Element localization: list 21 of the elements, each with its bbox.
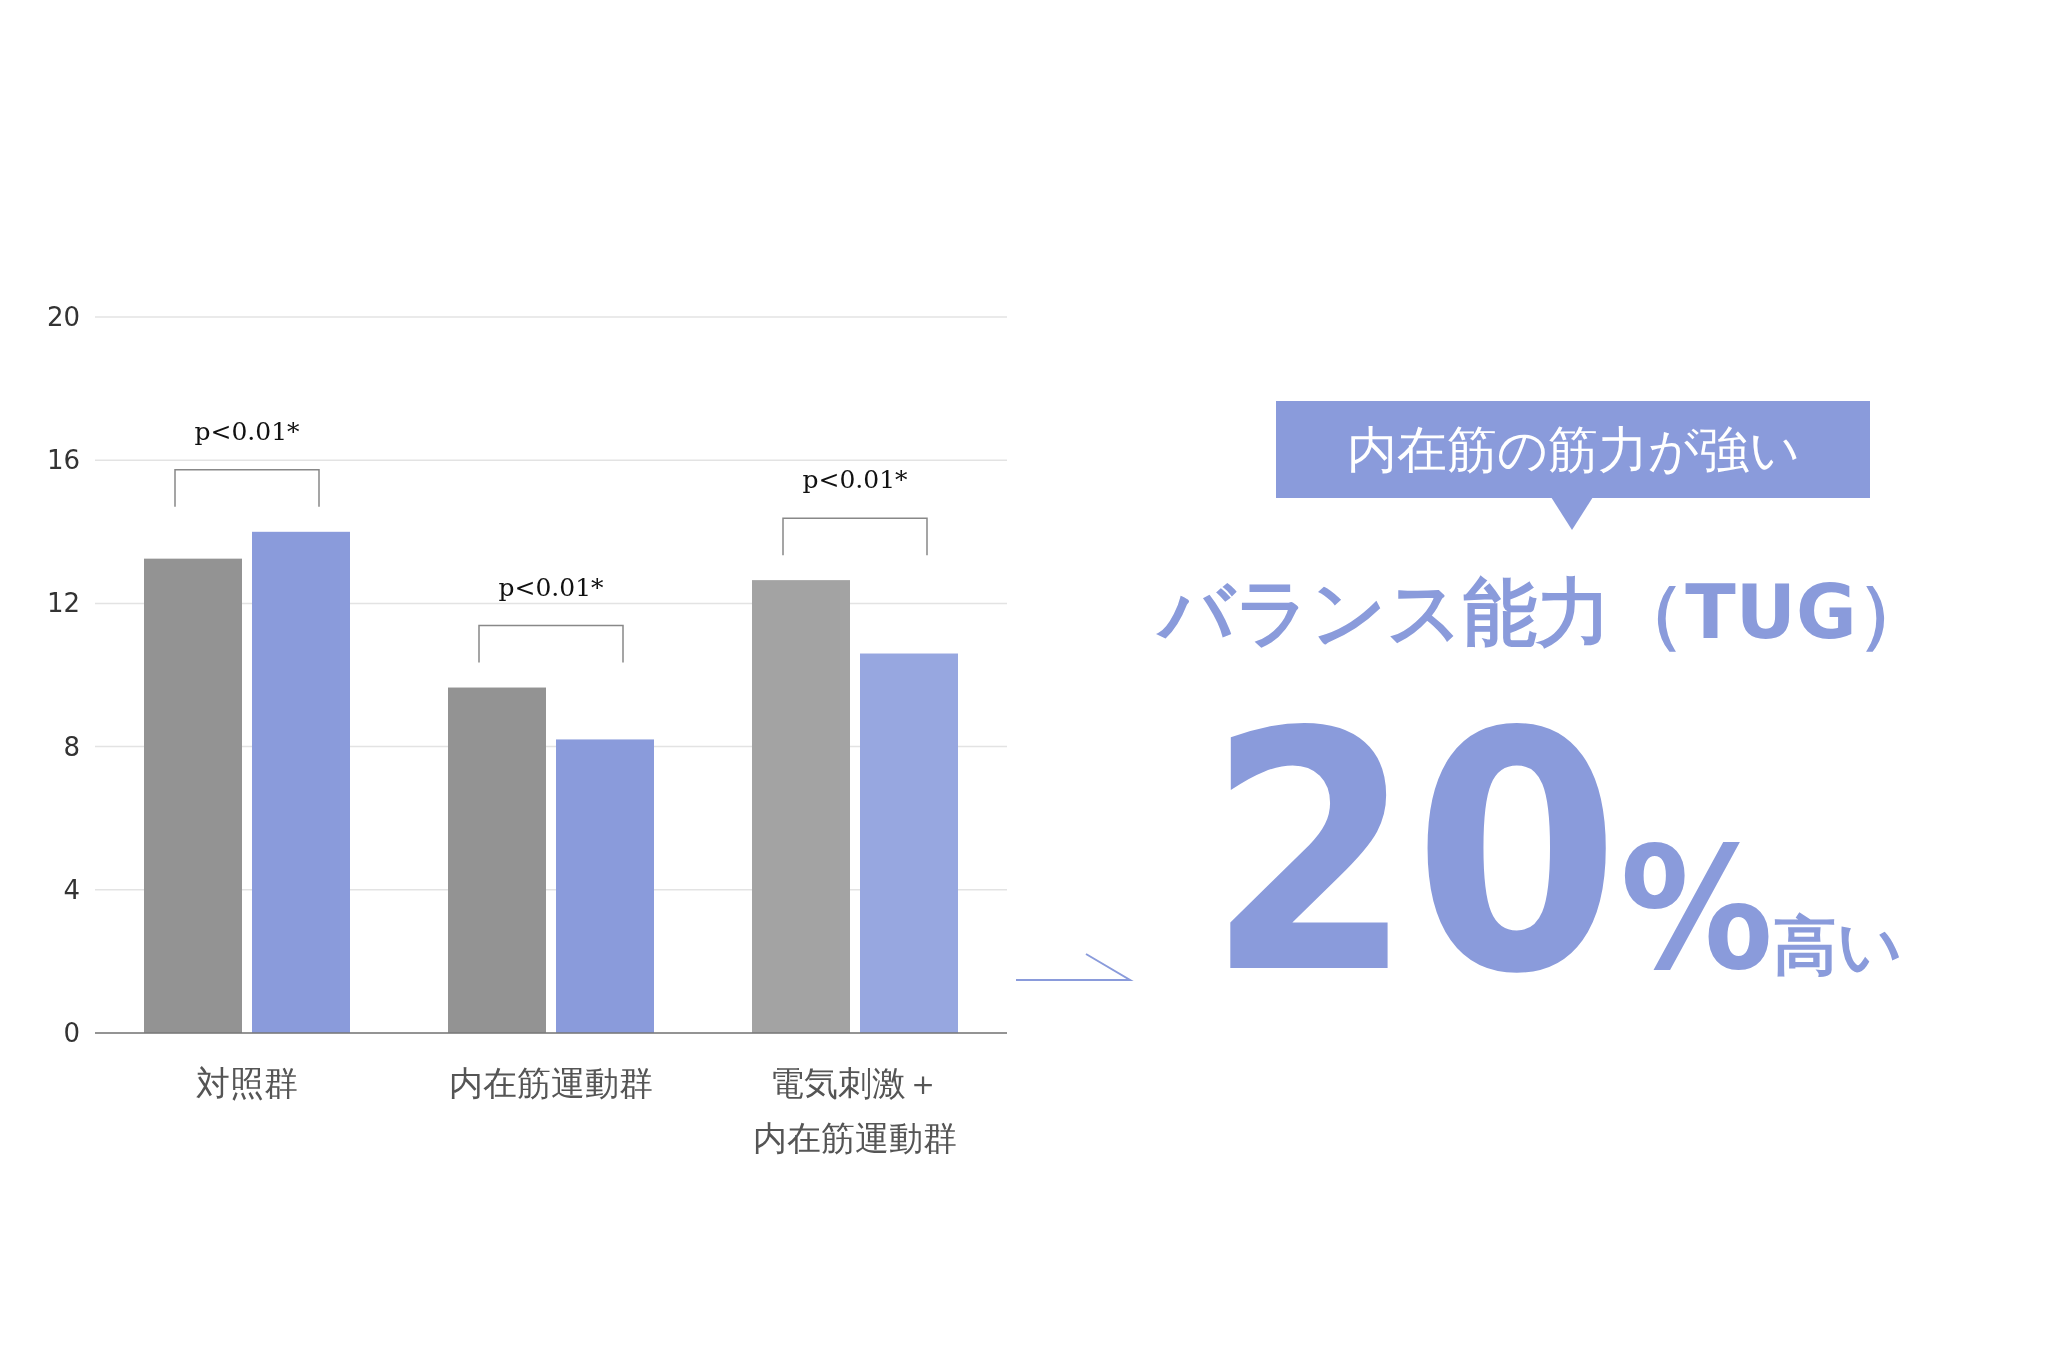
bar	[144, 558, 242, 1033]
annotation: p<0.01*	[802, 465, 909, 495]
bar	[556, 739, 654, 1033]
annotation: p<0.01*	[498, 572, 605, 602]
text: バランス能力（TUG）	[1156, 569, 1931, 655]
y-tick-label: 16	[46, 445, 80, 476]
bar	[252, 531, 350, 1033]
y-tick-label: 4	[63, 874, 80, 905]
x-tick-label: 内在筋運動群	[449, 1063, 653, 1103]
y-tick-label: 8	[63, 731, 80, 762]
bar	[752, 580, 850, 1033]
x-tick-label: 電気刺激＋内在筋運動群	[753, 1063, 957, 1158]
x-tick-label: 対照群	[196, 1063, 298, 1103]
bar	[860, 653, 958, 1033]
text: 内在筋の筋力が強い	[1346, 421, 1800, 479]
y-tick-label: 12	[46, 588, 80, 619]
text: 20%高い	[1206, 662, 1904, 1046]
bar	[448, 687, 546, 1033]
y-tick-label: 0	[63, 1018, 80, 1048]
y-tick-label: 20	[46, 302, 80, 332]
annotation: p<0.01*	[194, 416, 301, 446]
